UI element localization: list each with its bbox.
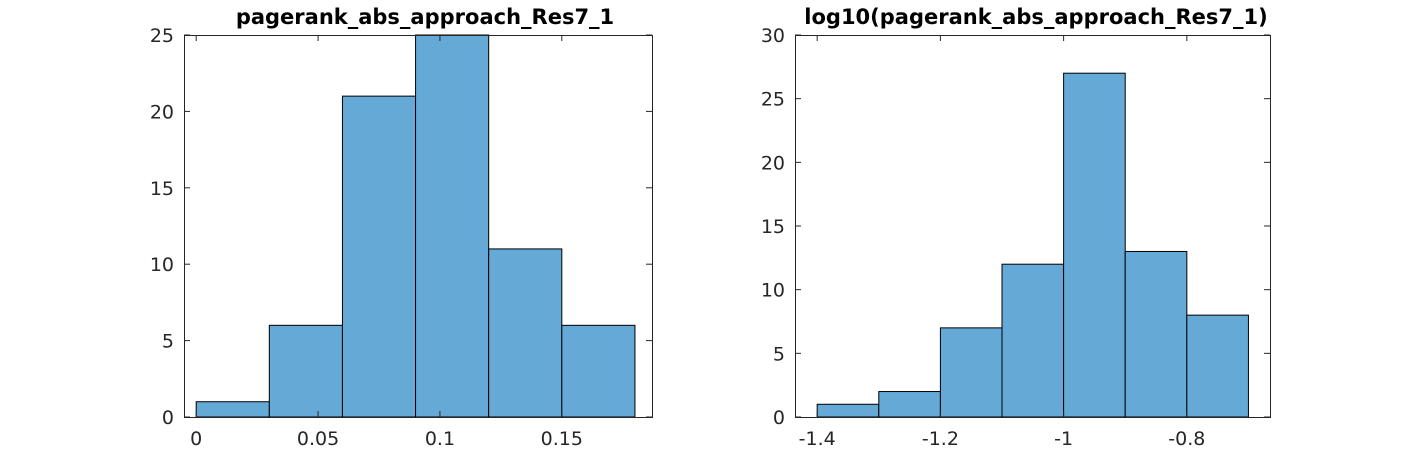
x-tick-label: -0.8: [1168, 428, 1205, 450]
plot-title: pagerank_abs_approach_Res7_1: [236, 5, 614, 29]
histogram-bar: [195, 401, 270, 418]
x-tick-label: -1.2: [922, 428, 959, 450]
histogram-bar: [415, 34, 490, 418]
histogram-bar: [488, 248, 563, 418]
plot-title: log10(pagerank_abs_approach_Res7_1): [804, 5, 1267, 29]
x-tick-label: -1.4: [799, 428, 836, 450]
y-tick-label: 30: [761, 25, 785, 47]
y-tick-label: 10: [761, 280, 785, 302]
histogram-bar: [1124, 250, 1188, 418]
histogram-bar: [939, 327, 1003, 418]
histogram-plot-right: log10(pagerank_abs_approach_Res7_1) -1.4…: [761, 5, 1271, 450]
x-tick-label: 0.15: [541, 428, 583, 450]
x-tick-label: 0.05: [297, 428, 339, 450]
y-tick-label: 25: [150, 25, 174, 47]
histogram-bar: [1063, 72, 1126, 418]
y-tick-label: 10: [150, 254, 174, 276]
axes-box: [184, 35, 653, 418]
histogram-bar: [878, 391, 941, 418]
y-tick-label: 5: [162, 331, 174, 353]
y-tick-label: 25: [761, 89, 785, 111]
y-tick-label: 5: [773, 343, 785, 365]
y-tick-label: 20: [761, 152, 785, 174]
y-tick-label: 0: [773, 407, 785, 429]
histogram-plot-left: pagerank_abs_approach_Res7_1 0 0.05 0.1 0.1…: [150, 5, 653, 450]
y-tick-label: 0: [162, 407, 174, 429]
histogram-bar: [816, 403, 880, 418]
histogram-bar: [1186, 314, 1249, 418]
histogram-bar: [268, 324, 343, 418]
y-tick-label: 15: [150, 178, 174, 200]
histogram-bar: [341, 95, 417, 418]
x-tick-label: -1: [1054, 428, 1073, 450]
y-tick-label: 15: [761, 216, 785, 238]
histogram-bar: [561, 324, 636, 418]
y-tick-label: 20: [150, 101, 174, 123]
histogram-bar: [1001, 263, 1065, 418]
x-tick-label: 0.1: [425, 428, 455, 450]
x-tick-label: 0: [190, 428, 202, 450]
